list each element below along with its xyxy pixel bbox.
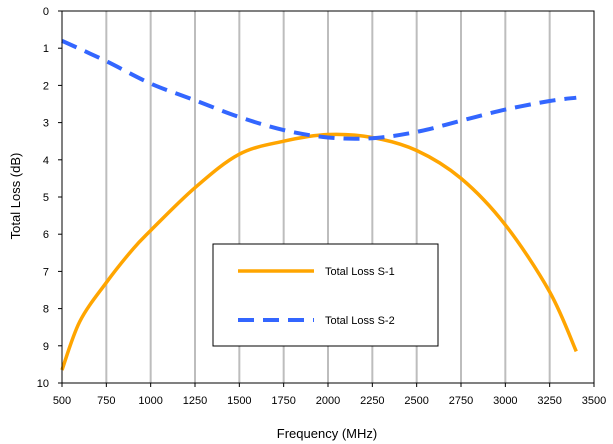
y-axis-title: Total Loss (dB) [8,153,23,240]
x-tick-label: 1500 [227,395,251,407]
x-tick-label: 1250 [183,395,207,407]
legend-box [212,243,439,347]
y-tick-label: 8 [43,304,49,316]
legend: Total Loss S-1 Total Loss S-2 [212,243,439,347]
x-tick-label: 1000 [138,395,162,407]
y-tick-label: 1 [43,43,49,55]
x-tick-label: 2500 [404,395,428,407]
series-line-2 [61,38,577,141]
x-tick-label: 3500 [582,395,606,407]
y-tick-label: 9 [43,341,49,353]
x-tick-label: 2000 [316,395,340,407]
x-axis-title: Frequency (MHz) [277,426,377,441]
legend-label-s2: Total Loss S-2 [325,315,395,327]
x-tick-label: 2750 [449,395,473,407]
series-layer [60,38,578,371]
grid-lines [105,11,551,383]
y-tick-label: 5 [43,192,49,204]
x-tick-label: 750 [97,395,115,407]
x-tick-label: 2250 [360,395,384,407]
y-tick-label: 4 [43,155,49,167]
x-tick-label: 3250 [537,395,561,407]
y-tick-label: 0 [43,6,49,18]
y-tick-label: 10 [37,378,49,390]
x-tick-label: 500 [53,395,71,407]
series-line-1 [60,132,578,371]
x-tick-label: 3000 [493,395,517,407]
y-axis-ticks: 0 1 2 3 4 5 6 7 8 9 10 [37,6,62,390]
y-tick-label: 2 [43,80,49,92]
y-tick-label: 3 [43,118,49,130]
x-tick-label: 1750 [271,395,295,407]
y-tick-label: 7 [43,266,49,278]
y-tick-label: 6 [43,229,49,241]
x-axis-ticks: 500 750 1000 1250 1500 1750 2000 2250 2500 2750 30… [53,383,606,407]
legend-label-s1: Total Loss S-1 [325,266,395,278]
